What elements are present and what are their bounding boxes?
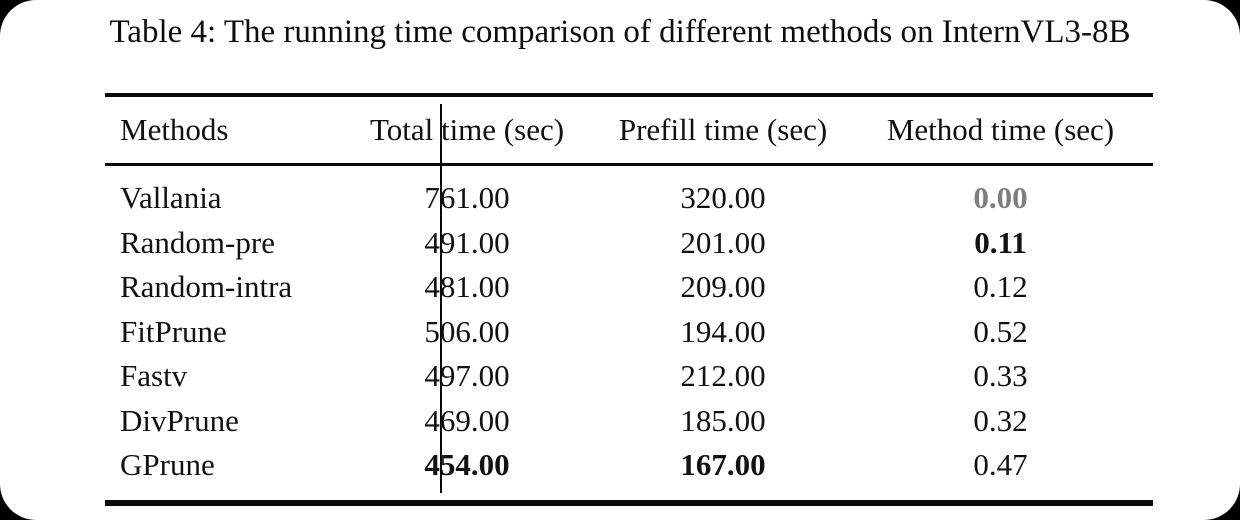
table-row: FitPrune 506.00 194.00 0.52	[105, 310, 1153, 355]
table-row: DivPrune 469.00 185.00 0.32	[105, 399, 1153, 444]
column-header-methods: Methods	[120, 112, 229, 147]
prefill-time-cell: 212.00	[680, 358, 766, 394]
prefill-time-cell: 194.00	[680, 313, 766, 349]
method-time-cell: 0.00	[973, 180, 1028, 216]
method-time-cell: 0.33	[973, 358, 1028, 394]
column-header-method-time: Method time (sec)	[886, 112, 1115, 147]
total-time-cell: 497.00	[424, 358, 510, 394]
method-time-cell: 0.47	[973, 447, 1028, 483]
total-time-cell: 761.00	[424, 180, 510, 216]
methods-column-divider	[440, 104, 442, 493]
table-row: Vallania 761.00 320.00 0.00	[105, 176, 1153, 221]
prefill-time-cell: 201.00	[680, 224, 766, 260]
table-top-rule	[105, 93, 1153, 97]
table-header-rule	[105, 163, 1153, 166]
table-row: Random-pre 491.00 201.00 0.11	[105, 221, 1153, 266]
method-cell: Vallania	[120, 180, 222, 216]
running-time-table: Methods Total time (sec) Prefill time (s…	[105, 93, 1153, 506]
table-row: GPrune 454.00 167.00 0.47	[105, 443, 1153, 488]
method-cell: Fastv	[120, 358, 188, 394]
prefill-time-cell: 320.00	[680, 180, 766, 216]
prefill-time-cell: 167.00	[680, 447, 766, 483]
prefill-time-cell: 209.00	[680, 269, 766, 305]
column-header-prefill-time: Prefill time (sec)	[618, 112, 828, 147]
method-time-cell: 0.52	[973, 313, 1028, 349]
table-header-row: Methods Total time (sec) Prefill time (s…	[105, 97, 1153, 163]
method-time-cell: 0.11	[974, 224, 1027, 260]
prefill-time-cell: 185.00	[680, 402, 766, 438]
table-bottom-rule	[105, 499, 1153, 506]
total-time-cell: 469.00	[424, 402, 510, 438]
method-cell: GPrune	[120, 447, 215, 483]
total-time-cell: 491.00	[424, 224, 510, 260]
table-row: Random-intra 481.00 209.00 0.12	[105, 265, 1153, 310]
table-body: Vallania 761.00 320.00 0.00 Random-pre 4…	[105, 166, 1153, 500]
total-time-cell: 506.00	[424, 313, 510, 349]
method-time-cell: 0.32	[973, 402, 1028, 438]
method-cell: DivPrune	[120, 402, 239, 438]
method-cell: Random-intra	[120, 269, 293, 305]
method-cell: Random-pre	[120, 224, 275, 260]
method-time-cell: 0.12	[973, 269, 1028, 305]
table-caption: Table 4: The running time comparison of …	[109, 14, 1131, 50]
column-header-total-time: Total time (sec)	[369, 112, 565, 147]
total-time-cell: 481.00	[424, 269, 510, 305]
method-cell: FitPrune	[120, 313, 227, 349]
total-time-cell: 454.00	[424, 447, 510, 483]
table-row: Fastv 497.00 212.00 0.33	[105, 354, 1153, 399]
